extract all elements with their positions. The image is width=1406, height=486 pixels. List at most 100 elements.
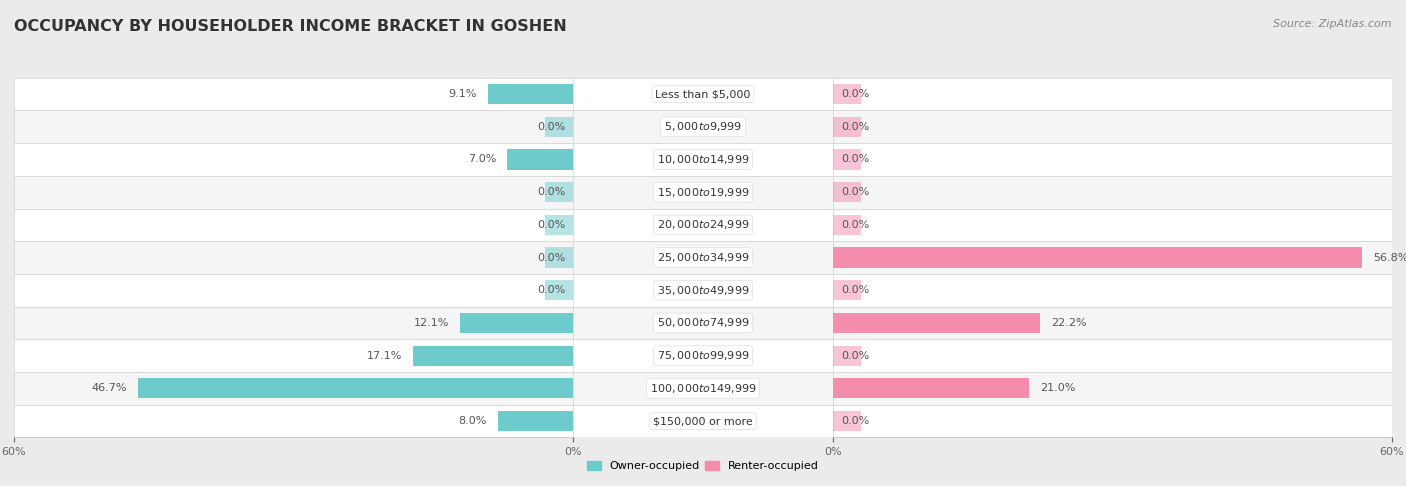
Bar: [834, 378, 1029, 399]
Text: OCCUPANCY BY HOUSEHOLDER INCOME BRACKET IN GOSHEN: OCCUPANCY BY HOUSEHOLDER INCOME BRACKET …: [14, 19, 567, 35]
Bar: [834, 313, 862, 333]
Bar: [14, 110, 572, 143]
Text: 0.0%: 0.0%: [841, 285, 869, 295]
Text: 0.0%: 0.0%: [841, 122, 869, 132]
Text: 12.1%: 12.1%: [413, 318, 449, 328]
Bar: [834, 247, 1362, 268]
Bar: [572, 339, 834, 372]
Text: Less than $5,000: Less than $5,000: [655, 89, 751, 99]
Bar: [488, 84, 572, 104]
Bar: [834, 313, 1040, 333]
Bar: [14, 143, 572, 176]
Text: $15,000 to $19,999: $15,000 to $19,999: [657, 186, 749, 199]
Text: $10,000 to $14,999: $10,000 to $14,999: [657, 153, 749, 166]
Text: $35,000 to $49,999: $35,000 to $49,999: [657, 284, 749, 297]
Bar: [834, 143, 1392, 176]
Bar: [834, 149, 862, 170]
Bar: [544, 182, 572, 202]
Text: 0.0%: 0.0%: [537, 122, 565, 132]
Bar: [544, 117, 572, 137]
Text: 0.0%: 0.0%: [537, 220, 565, 230]
Bar: [834, 339, 1392, 372]
Bar: [14, 78, 572, 110]
Bar: [834, 307, 1392, 339]
Text: 0.0%: 0.0%: [537, 285, 565, 295]
Text: $100,000 to $149,999: $100,000 to $149,999: [650, 382, 756, 395]
Text: 46.7%: 46.7%: [91, 383, 127, 393]
Bar: [413, 346, 572, 366]
Bar: [544, 84, 572, 104]
Bar: [572, 307, 834, 339]
Bar: [572, 176, 834, 208]
Text: 0.0%: 0.0%: [841, 416, 869, 426]
Bar: [572, 274, 834, 307]
Text: 56.8%: 56.8%: [1374, 253, 1406, 262]
Bar: [544, 411, 572, 431]
Text: 0.0%: 0.0%: [841, 89, 869, 99]
Bar: [834, 241, 1392, 274]
Bar: [834, 182, 862, 202]
Bar: [834, 372, 1392, 405]
Text: 7.0%: 7.0%: [468, 155, 496, 164]
Text: $150,000 or more: $150,000 or more: [654, 416, 752, 426]
Text: 0.0%: 0.0%: [841, 220, 869, 230]
Bar: [14, 208, 572, 241]
Bar: [572, 110, 834, 143]
Bar: [544, 313, 572, 333]
Text: 8.0%: 8.0%: [458, 416, 486, 426]
Text: 9.1%: 9.1%: [449, 89, 477, 99]
Text: $75,000 to $99,999: $75,000 to $99,999: [657, 349, 749, 362]
Bar: [572, 241, 834, 274]
Bar: [572, 405, 834, 437]
Bar: [834, 215, 862, 235]
Text: 0.0%: 0.0%: [841, 351, 869, 361]
Bar: [834, 208, 1392, 241]
Text: $25,000 to $34,999: $25,000 to $34,999: [657, 251, 749, 264]
Text: $20,000 to $24,999: $20,000 to $24,999: [657, 218, 749, 231]
Bar: [834, 411, 862, 431]
Bar: [544, 149, 572, 170]
Bar: [834, 78, 1392, 110]
Bar: [508, 149, 572, 170]
Text: $5,000 to $9,999: $5,000 to $9,999: [664, 121, 742, 133]
Bar: [834, 346, 862, 366]
Bar: [544, 346, 572, 366]
Bar: [14, 372, 572, 405]
Bar: [544, 215, 572, 235]
Text: 17.1%: 17.1%: [367, 351, 402, 361]
Text: 21.0%: 21.0%: [1040, 383, 1076, 393]
Text: 0.0%: 0.0%: [537, 253, 565, 262]
Bar: [834, 274, 1392, 307]
Bar: [14, 274, 572, 307]
Bar: [138, 378, 572, 399]
Text: 0.0%: 0.0%: [841, 155, 869, 164]
Bar: [498, 411, 572, 431]
Bar: [14, 339, 572, 372]
Bar: [572, 208, 834, 241]
Legend: Owner-occupied, Renter-occupied: Owner-occupied, Renter-occupied: [583, 456, 823, 476]
Text: Source: ZipAtlas.com: Source: ZipAtlas.com: [1274, 19, 1392, 30]
Text: 22.2%: 22.2%: [1052, 318, 1087, 328]
Bar: [834, 176, 1392, 208]
Bar: [834, 110, 1392, 143]
Bar: [544, 247, 572, 268]
Bar: [834, 84, 862, 104]
Bar: [834, 405, 1392, 437]
Text: 0.0%: 0.0%: [841, 187, 869, 197]
Bar: [834, 280, 862, 300]
Text: $50,000 to $74,999: $50,000 to $74,999: [657, 316, 749, 330]
Bar: [14, 307, 572, 339]
Bar: [834, 117, 862, 137]
Bar: [14, 241, 572, 274]
Bar: [834, 378, 862, 399]
Bar: [14, 176, 572, 208]
Bar: [572, 78, 834, 110]
Bar: [572, 372, 834, 405]
Bar: [544, 378, 572, 399]
Bar: [14, 405, 572, 437]
Bar: [544, 280, 572, 300]
Bar: [834, 247, 862, 268]
Bar: [572, 143, 834, 176]
Text: 0.0%: 0.0%: [537, 187, 565, 197]
Bar: [460, 313, 572, 333]
